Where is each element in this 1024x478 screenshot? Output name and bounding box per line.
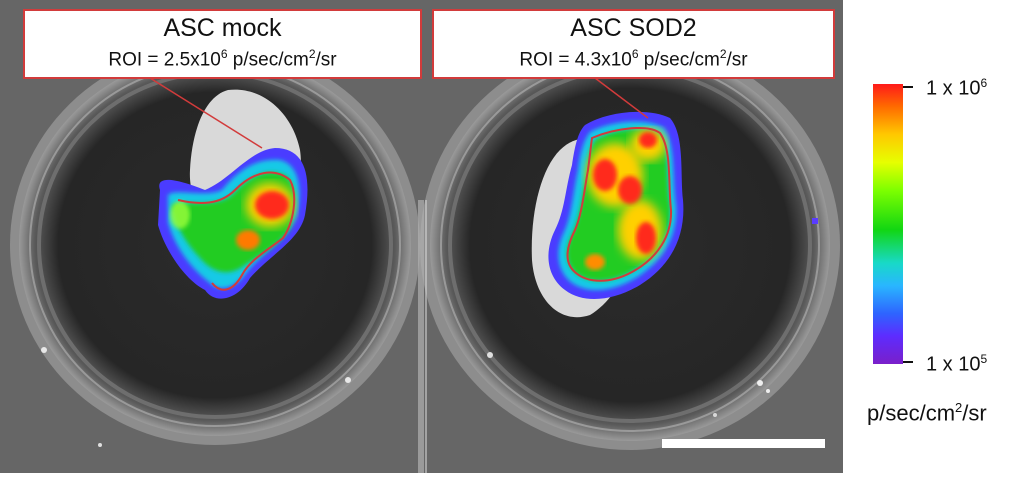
right-dish bbox=[420, 40, 840, 450]
label-mock: ASC mock ROI = 2.5x106 p/sec/cm2/sr bbox=[23, 9, 422, 79]
roi-connector-sod2 bbox=[594, 77, 649, 119]
legend-unit-label: p/sec/cm2/sr bbox=[867, 400, 987, 426]
legend-min-tick bbox=[903, 361, 913, 363]
label-sod2-roi: ROI = 4.3x106 p/sec/cm2/sr bbox=[519, 47, 748, 71]
scale-bar bbox=[662, 439, 825, 448]
signal-heatmap-mock bbox=[158, 148, 308, 299]
signal-heatmap-sod2 bbox=[548, 111, 684, 300]
bioluminescence-image: ASC mock ROI = 2.5x106 p/sec/cm2/sr ASC … bbox=[0, 0, 843, 473]
label-sod2: ASC SOD2 ROI = 4.3x106 p/sec/cm2/sr bbox=[432, 9, 835, 79]
legend-max-label: 1 x 106 bbox=[926, 76, 988, 100]
label-mock-title: ASC mock bbox=[163, 14, 282, 42]
label-mock-roi: ROI = 2.5x106 p/sec/cm2/sr bbox=[108, 47, 337, 71]
legend-min-label: 1 x 105 bbox=[926, 352, 988, 376]
roi-connector-mock bbox=[149, 77, 263, 149]
label-sod2-title: ASC SOD2 bbox=[570, 14, 697, 42]
left-dish bbox=[10, 45, 420, 445]
legend-max-tick bbox=[903, 86, 913, 88]
color-scale-bar bbox=[873, 84, 903, 364]
